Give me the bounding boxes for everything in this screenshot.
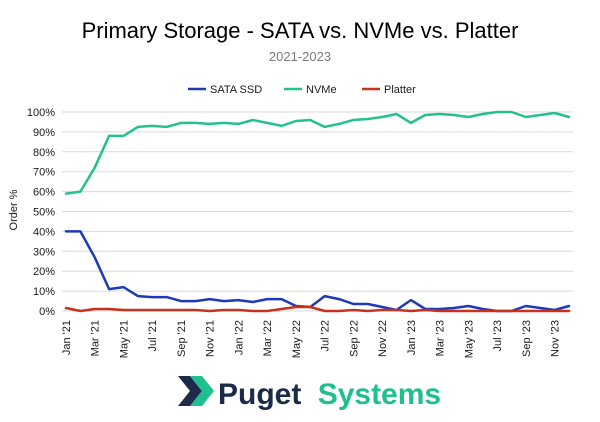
brand-name-puget: Puget [218, 378, 301, 411]
y-tick-label: 0% [39, 306, 55, 318]
x-tick-label: Jan '22 [233, 320, 245, 355]
y-axis-label: Order % [8, 189, 20, 230]
y-tick-label: 10% [33, 286, 55, 298]
y-tick-label: 90% [33, 127, 55, 139]
chart-title: Primary Storage - SATA vs. NVMe vs. Plat… [82, 18, 519, 43]
series-line-platter [64, 305, 571, 313]
puget-systems-logo-icon [178, 376, 214, 406]
x-tick-label: Jul '21 [147, 320, 159, 351]
x-tick-label: Jul '23 [492, 320, 504, 351]
chart-subtitle: 2021-2023 [269, 49, 331, 64]
x-tick-label: Jan '21 [61, 320, 73, 355]
x-tick-label: May '22 [291, 320, 303, 358]
x-tick-label: May '21 [118, 320, 130, 358]
x-tick-label: Mar '22 [262, 320, 274, 356]
x-tick-label: Nov '23 [550, 320, 562, 357]
legend-label-nvme: NVMe [306, 84, 337, 96]
x-tick-label: May '23 [463, 320, 475, 358]
series-lines [64, 110, 571, 313]
legend-label-sata-ssd: SATA SSD [210, 84, 262, 96]
brand-name-systems: Systems [318, 378, 441, 411]
brand-name: Puget Systems [218, 378, 441, 411]
series-line-sata-ssd [64, 230, 571, 313]
legend-label-platter: Platter [384, 84, 416, 96]
y-tick-label: 100% [27, 107, 55, 119]
x-tick-label: Nov '22 [377, 320, 389, 357]
y-tick-label: 60% [33, 187, 55, 199]
y-tick-label: 50% [33, 207, 55, 219]
y-tick-label: 40% [33, 226, 55, 238]
x-tick-label: Jan '23 [406, 320, 418, 355]
x-tick-label: Sep '22 [348, 320, 360, 357]
x-axis-ticks: Jan '21 Mar '21 May '21 Jul '21 Sep '21 Nov '… [61, 320, 562, 358]
series-line-nvme [64, 110, 571, 195]
x-tick-label: Jul '22 [320, 320, 332, 351]
x-tick-label: Sep '23 [521, 320, 533, 357]
y-tick-label: 80% [33, 147, 55, 159]
x-tick-label: Mar '23 [435, 320, 447, 356]
brand-logo: Puget Systems [178, 376, 441, 411]
x-tick-label: Nov '21 [205, 320, 217, 357]
x-tick-label: Sep '21 [176, 320, 188, 357]
y-tick-label: 20% [33, 266, 55, 278]
legend: SATA SSD NVMe Platter [188, 84, 416, 96]
y-axis-ticks: 0% 10% 20% 30% 40% 50% 60% 70% 80% 90% 100% [27, 107, 55, 318]
x-tick-label: Mar '21 [90, 320, 102, 356]
grid [62, 111, 573, 312]
y-tick-label: 70% [33, 167, 55, 179]
y-tick-label: 30% [33, 246, 55, 258]
